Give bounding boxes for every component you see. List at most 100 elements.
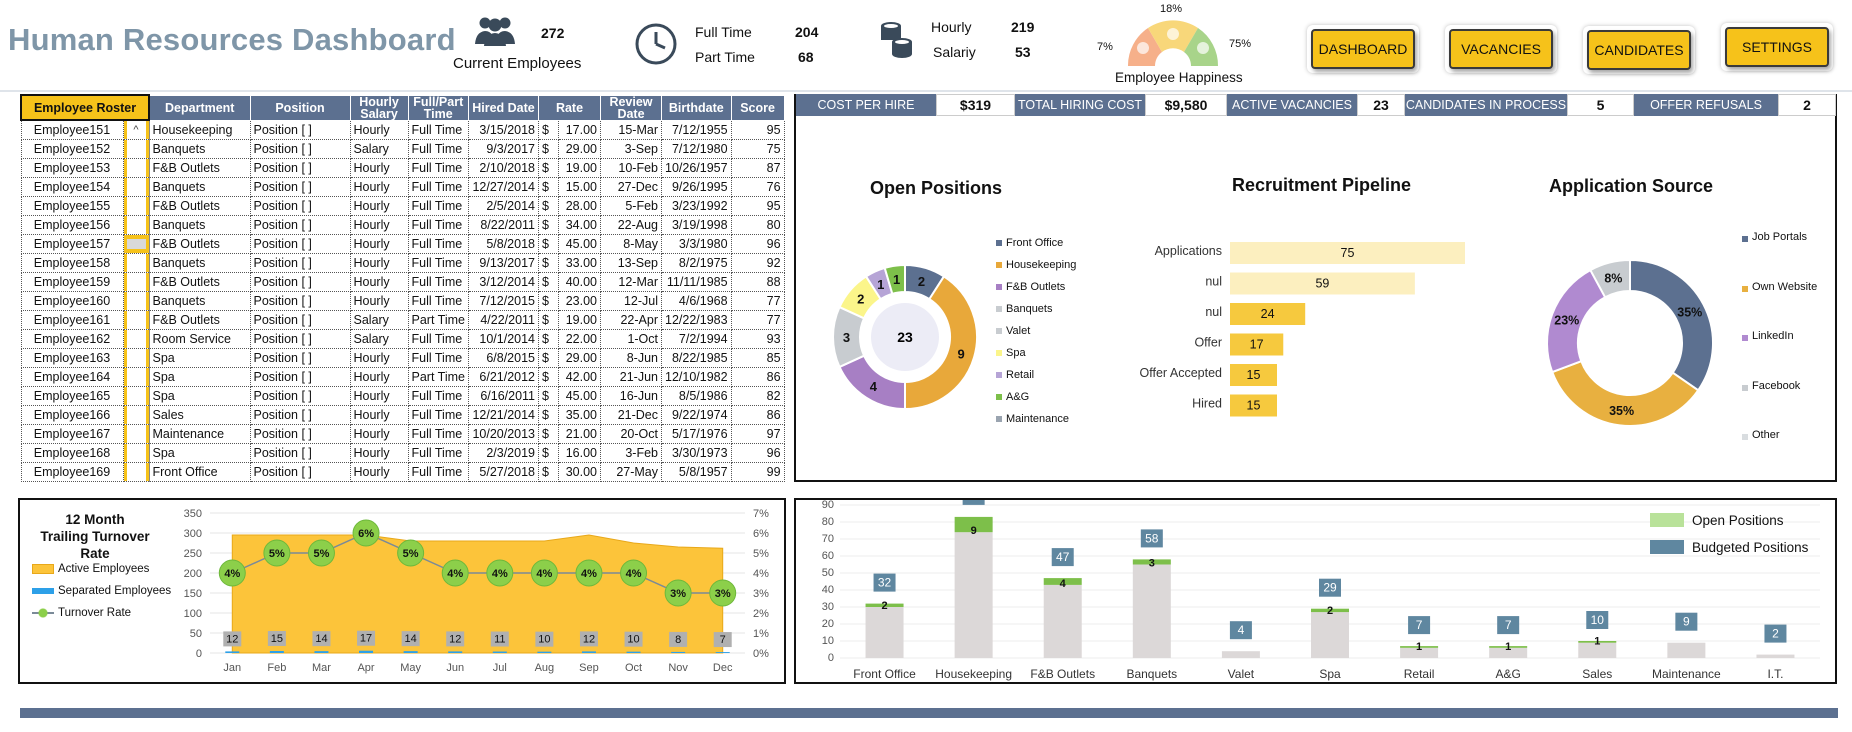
- scroll-cell[interactable]: [123, 234, 150, 254]
- turnover-rate-label: 4%: [536, 568, 552, 580]
- scroll-cell[interactable]: [123, 177, 150, 197]
- open-positions-legend-item: A&G: [996, 386, 1076, 408]
- roster-header-hired-date[interactable]: Hired Date: [468, 94, 539, 121]
- table-row[interactable]: Employee169 Front Office Position [ ] Hourl…: [20, 462, 785, 482]
- scroll-cell[interactable]: [123, 215, 150, 235]
- scroll-cell[interactable]: [123, 158, 150, 178]
- scroll-cell[interactable]: [123, 424, 150, 444]
- score-cell: 85: [731, 348, 785, 368]
- scroll-cell[interactable]: [123, 253, 150, 273]
- scroll-cell[interactable]: [123, 462, 150, 482]
- scroll-track: [126, 159, 146, 177]
- roster-header-score[interactable]: Score: [730, 94, 785, 121]
- dashboard-button[interactable]: DASHBOARD: [1311, 29, 1415, 69]
- turnover-x-tick: Aug: [535, 662, 555, 674]
- roster-header-hourly-salary[interactable]: Hourly Salary: [349, 94, 409, 121]
- table-row[interactable]: Employee156 Banquets Position [ ] Hourly Ful…: [20, 215, 785, 235]
- table-row[interactable]: Employee159 F&B Outlets Position [ ] Hourly…: [20, 272, 785, 292]
- roster-header-employee[interactable]: Employee Roster: [20, 94, 150, 121]
- table-row[interactable]: Employee168 Spa Position [ ] Hourly Full Tim…: [20, 443, 785, 463]
- table-row[interactable]: Employee162 Room Service Position [ ] Salar…: [20, 329, 785, 349]
- scroll-cell[interactable]: [123, 348, 150, 368]
- table-row[interactable]: Employee153 F&B Outlets Position [ ] Hourly…: [20, 158, 785, 178]
- scroll-cell[interactable]: [123, 367, 150, 387]
- legend-swatch: [1650, 513, 1684, 527]
- pay-type-cell: Hourly: [350, 253, 409, 273]
- turnover-rate-marker: [486, 559, 514, 587]
- scroll-cell[interactable]: ^: [123, 120, 150, 140]
- table-row[interactable]: Employee151 ^ Housekeeping Position [ ] Hour…: [20, 120, 785, 140]
- open-positions-legend-item: Front Office: [996, 232, 1076, 254]
- score-cell: 86: [731, 367, 785, 387]
- table-row[interactable]: Employee158 Banquets Position [ ] Hourly Ful…: [20, 253, 785, 273]
- separated-employees-bar: [537, 651, 552, 653]
- open-positions-label: 4: [1060, 578, 1067, 590]
- legend-swatch: [996, 306, 1002, 312]
- birthdate-cell: 9/26/1995: [661, 177, 732, 197]
- turnover-x-tick: Jun: [446, 662, 464, 674]
- scroll-cell[interactable]: [123, 272, 150, 292]
- scroll-cell[interactable]: [123, 329, 150, 349]
- positions-x-tick: I.T.: [1767, 667, 1783, 681]
- settings-button[interactable]: SETTINGS: [1725, 27, 1829, 67]
- open-positions-bar: [954, 516, 993, 533]
- scroll-cell[interactable]: [123, 310, 150, 330]
- scroll-cell[interactable]: [123, 405, 150, 425]
- roster-header-rate[interactable]: Rate: [538, 94, 601, 121]
- table-row[interactable]: Employee164 Spa Position [ ] Hourly Part Tim…: [20, 367, 785, 387]
- separated-label-box: [223, 631, 242, 647]
- scroll-cell[interactable]: [123, 291, 150, 311]
- roster-header-position[interactable]: Position: [249, 94, 351, 121]
- review-date-cell: 3-Sep: [600, 139, 662, 159]
- pay-type-cell: Hourly: [350, 481, 409, 482]
- roster-header-department[interactable]: Department: [148, 94, 251, 121]
- pipeline-value-label: 59: [1315, 277, 1329, 291]
- rate-cell: 15.00: [558, 177, 601, 197]
- table-row[interactable]: Employee155 F&B Outlets Position [ ] Hourly…: [20, 196, 785, 216]
- positions-y-tick: 10: [822, 635, 834, 647]
- table-row[interactable]: Employee166 Sales Position [ ] Hourly Full T…: [20, 405, 785, 425]
- nav-dashboard-wrap: DASHBOARD: [1307, 25, 1419, 73]
- review-date-cell: 1-Oct: [600, 329, 662, 349]
- table-row[interactable]: Employee157 F&B Outlets Position [ ] Hourly…: [20, 234, 785, 254]
- separated-employees-bar: [359, 650, 374, 653]
- review-date-cell: 8-May: [600, 234, 662, 254]
- department-cell: Spa: [149, 367, 251, 387]
- scroll-cell[interactable]: [123, 139, 150, 159]
- scroll-cell[interactable]: v: [123, 481, 150, 482]
- roster-header-review-date[interactable]: Review Date: [600, 94, 662, 121]
- birthdate-cell: 5/8/1957: [661, 462, 732, 482]
- table-row[interactable]: Employee160 Banquets Position [ ] Hourly Ful…: [20, 291, 785, 311]
- department-cell: Banquets: [149, 291, 251, 311]
- filled-positions-bar: [1489, 647, 1528, 658]
- currency-cell: $: [538, 481, 559, 482]
- currency-cell: $: [538, 405, 559, 425]
- vacancies-button[interactable]: VACANCIES: [1449, 29, 1553, 69]
- turnover-x-tick: Mar: [312, 662, 331, 674]
- separated-label-box: [312, 631, 331, 647]
- department-cell: Spa: [149, 386, 251, 406]
- scroll-up-icon[interactable]: ^: [126, 121, 146, 139]
- turnover-y2-tick: 6%: [753, 528, 769, 540]
- offer-refusals-value: 2: [1778, 94, 1836, 116]
- roster-header-birthdate[interactable]: Birthdate: [661, 94, 732, 121]
- position-cell: Position [ ]: [250, 329, 351, 349]
- budgeted-positions-label: 83: [967, 500, 981, 503]
- scroll-thumb[interactable]: [126, 239, 146, 249]
- table-row[interactable]: Employee163 Spa Position [ ] Hourly Full Tim…: [20, 348, 785, 368]
- table-row[interactable]: Employee154 Banquets Position [ ] Hourly Ful…: [20, 177, 785, 197]
- roster-header-full-part[interactable]: Full/Part Time: [407, 94, 469, 121]
- table-row[interactable]: Employee165 Spa Position [ ] Hourly Full Tim…: [20, 386, 785, 406]
- table-row[interactable]: Employee167 Maintenance Position [ ] Hourly…: [20, 424, 785, 444]
- table-row[interactable]: Employee161 F&B Outlets Position [ ] Salary…: [20, 310, 785, 330]
- scroll-cell[interactable]: [123, 386, 150, 406]
- turnover-x-tick: Dec: [713, 662, 733, 674]
- hired-date-cell: 9/3/2017: [468, 139, 539, 159]
- table-row[interactable]: Employee152 Banquets Position [ ] Salary Ful…: [20, 139, 785, 159]
- scroll-cell[interactable]: [123, 443, 150, 463]
- scroll-cell[interactable]: [123, 196, 150, 216]
- employee-cell: Employee160: [20, 291, 124, 311]
- pay-type-cell: Salary: [350, 139, 409, 159]
- candidates-button[interactable]: CANDIDATES: [1587, 30, 1691, 70]
